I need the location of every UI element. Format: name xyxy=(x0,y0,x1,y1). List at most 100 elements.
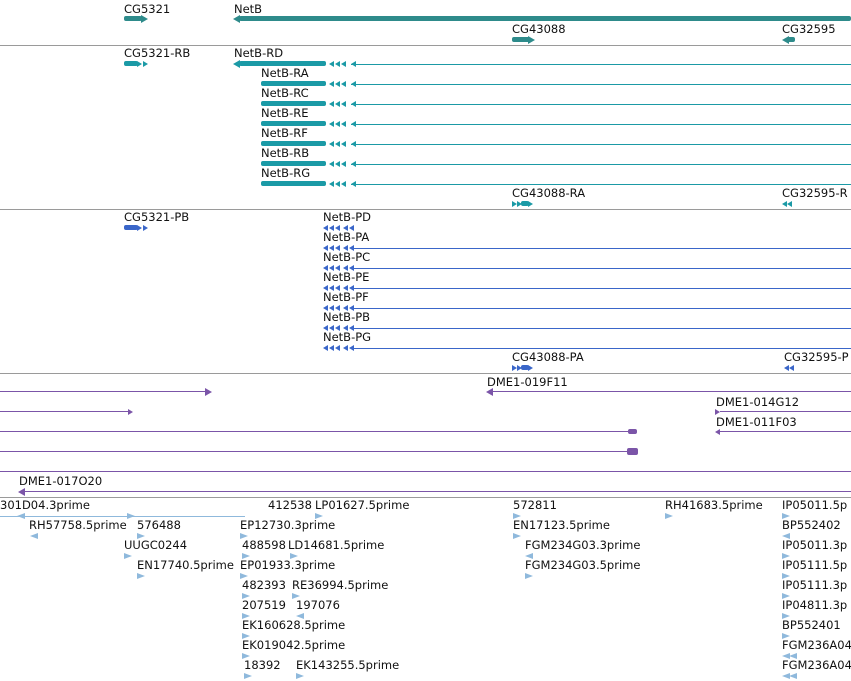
arrow-left-icon xyxy=(323,285,328,291)
clone-line xyxy=(0,451,630,452)
est-arrow-icon[interactable] xyxy=(782,573,790,579)
est-arrow-icon[interactable] xyxy=(240,533,248,539)
est-arrow-icon[interactable] xyxy=(665,513,673,519)
protein-netb-pd[interactable] xyxy=(323,225,358,231)
clone-dme1-019f11[interactable] xyxy=(486,388,851,396)
clone-dme1-014g12[interactable] xyxy=(715,408,851,416)
arrow-right-icon xyxy=(517,365,522,371)
est-arrow-icon[interactable] xyxy=(513,513,521,519)
est-arrow-icon[interactable] xyxy=(782,653,790,659)
est-arrow-icon[interactable] xyxy=(782,673,790,679)
protein-netb-pc[interactable] xyxy=(323,265,851,271)
est-arrow-icon[interactable] xyxy=(782,533,790,539)
est-arrow-icon[interactable] xyxy=(242,633,250,639)
protein-netb-pg[interactable] xyxy=(323,345,851,351)
transcript-netb-rd[interactable] xyxy=(233,60,851,68)
clone-feature[interactable] xyxy=(0,408,134,416)
protein-netb-pb[interactable] xyxy=(323,325,851,331)
gene-cg32595[interactable] xyxy=(782,36,796,44)
est-arrow-icon[interactable] xyxy=(315,513,323,519)
protein-netb-pa[interactable] xyxy=(323,245,851,251)
clone-feature[interactable] xyxy=(0,428,638,436)
est-arrow-icon[interactable] xyxy=(789,653,797,659)
arrow-right-icon xyxy=(528,36,535,44)
est-arrow-icon[interactable] xyxy=(240,573,248,579)
est-arrow-icon[interactable] xyxy=(782,513,790,519)
arrow-left-icon xyxy=(343,265,348,271)
clone-label-dme1-014g12: DME1-014G12 xyxy=(716,395,800,409)
transcript-label-netb-ra: NetB-RA xyxy=(261,66,309,80)
est-arrow-icon[interactable] xyxy=(30,533,38,539)
clone-line xyxy=(720,411,851,412)
transcript-netb-rc[interactable] xyxy=(261,101,851,107)
transcript-netb-rb[interactable] xyxy=(261,161,851,167)
est-arrow-icon[interactable] xyxy=(789,673,797,679)
transcript-cg43088-ra[interactable] xyxy=(512,201,536,207)
est-label: LP01627.5prime xyxy=(315,498,410,512)
arrow-left-icon xyxy=(349,305,354,311)
protein-netb-pf[interactable] xyxy=(323,305,851,311)
protein-cg32595-p[interactable] xyxy=(784,365,798,371)
protein-cg5321-pb[interactable] xyxy=(124,225,150,231)
gene-netb[interactable] xyxy=(233,15,851,23)
clone-feature[interactable] xyxy=(0,388,214,396)
clone-end xyxy=(628,429,637,434)
est-arrow-icon[interactable] xyxy=(525,573,533,579)
est-arrow-icon[interactable] xyxy=(242,653,250,659)
transcript-netb-rf[interactable] xyxy=(261,141,851,147)
est-label: EN17740.5prime xyxy=(137,558,234,572)
est-arrow-icon[interactable] xyxy=(137,533,145,539)
clone-dme1-017o20[interactable] xyxy=(18,488,851,496)
protein-cg43088-pa[interactable] xyxy=(512,365,536,371)
exon-arrow-icon xyxy=(329,61,334,67)
est-label: EK019042.5prime xyxy=(242,638,346,652)
est-arrow-icon[interactable] xyxy=(296,613,304,619)
est-label: 197076 xyxy=(296,598,340,612)
arrow-right-icon xyxy=(137,61,142,67)
est-arrow-icon[interactable] xyxy=(782,613,790,619)
gene-cg43088[interactable] xyxy=(512,36,536,44)
arrow-left-icon xyxy=(329,305,334,311)
clone-line xyxy=(0,431,630,432)
exon-arrow-icon xyxy=(335,61,340,67)
est-arrow-icon[interactable] xyxy=(17,513,25,519)
gene-cg5321[interactable] xyxy=(124,15,148,23)
arrow-left-icon xyxy=(343,345,348,351)
exon-arrow-icon xyxy=(329,141,334,147)
est-arrow-icon[interactable] xyxy=(242,613,250,619)
clone-dme1-011f03[interactable] xyxy=(715,428,851,436)
est-label: 412538 xyxy=(268,498,312,512)
arrow-right-icon xyxy=(512,365,517,371)
transcript-label-netb-rd: NetB-RD xyxy=(234,46,284,60)
arrow-left-icon xyxy=(323,325,328,331)
arrow-left-icon xyxy=(329,225,334,231)
transcript-netb-ra[interactable] xyxy=(261,81,851,87)
exon xyxy=(521,201,529,206)
est-arrow-icon[interactable] xyxy=(513,533,521,539)
transcript-netb-rg[interactable] xyxy=(261,181,851,187)
est-arrow-icon[interactable] xyxy=(525,553,533,559)
est-arrow-icon[interactable] xyxy=(290,553,298,559)
est-arrow-icon[interactable] xyxy=(242,553,250,559)
transcript-cg32595-r[interactable] xyxy=(782,201,796,207)
est-arrow-icon[interactable] xyxy=(242,593,250,599)
est-arrow-icon[interactable] xyxy=(124,553,132,559)
est-arrow-icon[interactable] xyxy=(782,633,790,639)
intron-line xyxy=(353,288,851,289)
transcript-netb-re[interactable] xyxy=(261,121,851,127)
est-arrow-icon[interactable] xyxy=(292,593,300,599)
est-arrow-icon[interactable] xyxy=(127,513,135,519)
arrow-left-icon xyxy=(349,325,354,331)
est-arrow-icon[interactable] xyxy=(782,553,790,559)
est-arrow-icon[interactable] xyxy=(137,573,145,579)
clone-feature[interactable] xyxy=(0,448,639,456)
clone-feature[interactable] xyxy=(0,468,851,476)
est-arrow-icon[interactable] xyxy=(296,673,304,679)
arrow-left-icon xyxy=(782,201,787,207)
transcript-cg5321-rb[interactable] xyxy=(124,61,150,67)
est-arrow-icon[interactable] xyxy=(782,593,790,599)
est-label: EK160628.5prime xyxy=(242,618,346,632)
protein-netb-pe[interactable] xyxy=(323,285,851,291)
est-arrow-icon[interactable] xyxy=(244,673,252,679)
arrow-left-icon xyxy=(486,388,493,396)
